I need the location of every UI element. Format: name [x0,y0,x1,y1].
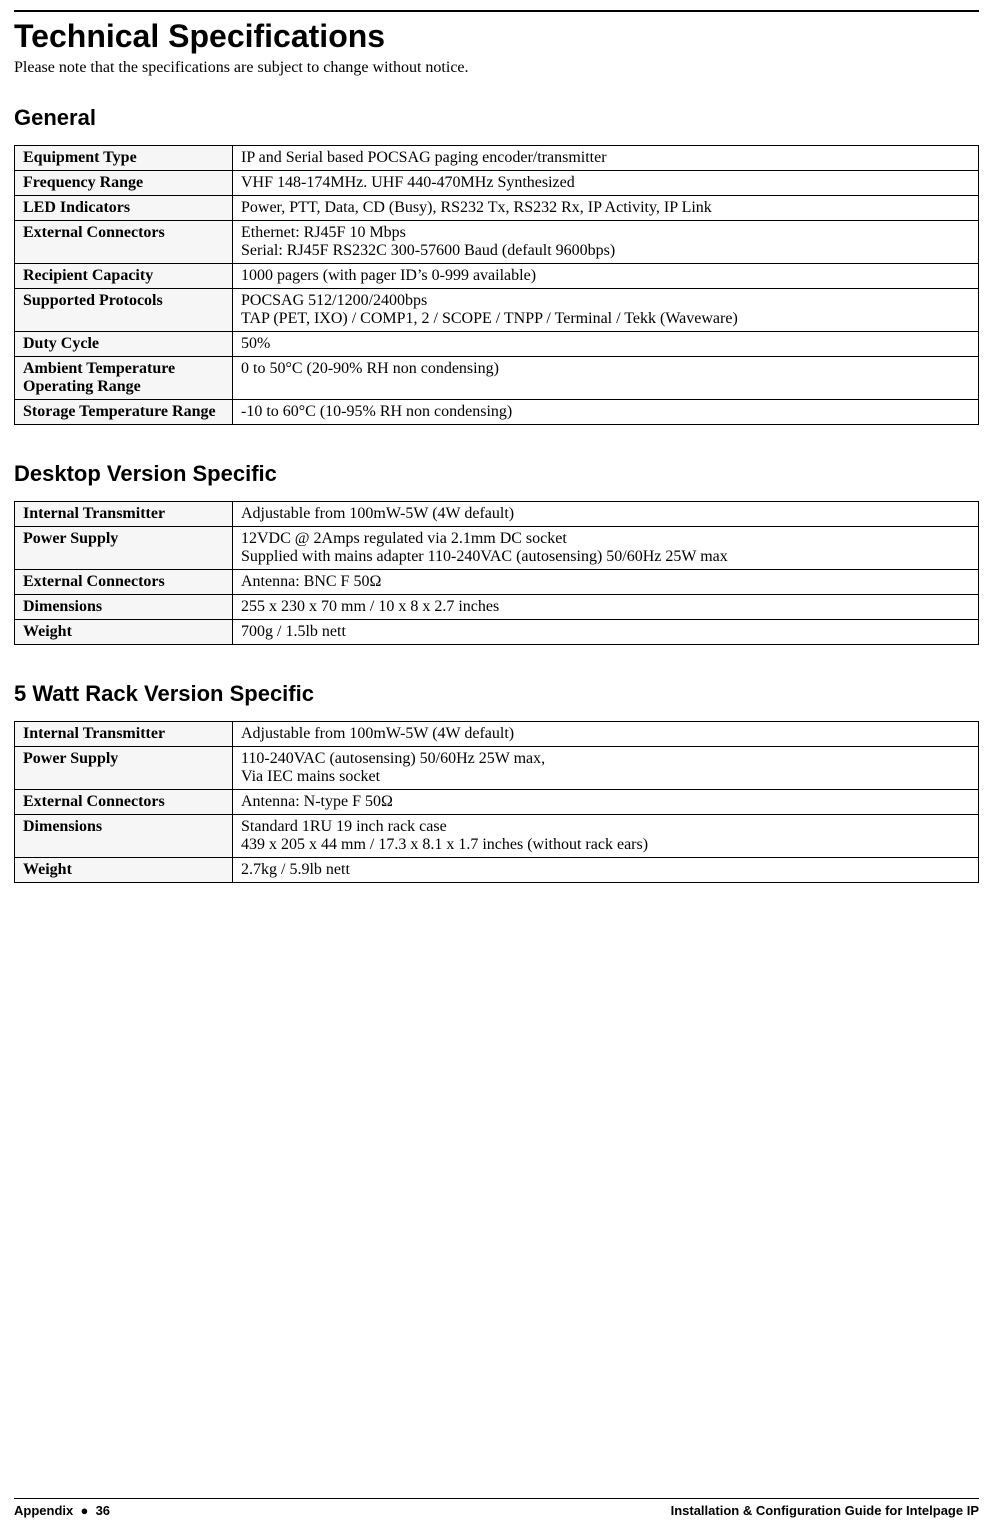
spec-value-line: 1000 pagers (with pager ID’s 0-999 avail… [241,267,970,285]
spec-value-line: Standard 1RU 19 inch rack case [241,818,970,836]
table-row: Ambient Temperature Operating Range 0 to … [15,357,979,400]
spec-value-line: 12VDC @ 2Amps regulated via 2.1mm DC soc… [241,530,970,548]
spec-value-line: Antenna: N-type F 50Ω [241,793,970,811]
spec-value: 255 x 230 x 70 mm / 10 x 8 x 2.7 inches [233,595,979,620]
table-row: Weight 700g / 1.5lb nett [15,620,979,645]
spec-value: Antenna: N-type F 50Ω [233,790,979,815]
table-row: Dimensions 255 x 230 x 70 mm / 10 x 8 x 2… [15,595,979,620]
spec-label: Weight [15,858,233,883]
spec-value-line: Power, PTT, Data, CD (Busy), RS232 Tx, R… [241,199,970,217]
spec-label: Internal Transmitter [15,502,233,527]
spec-value-line: Adjustable from 100mW-5W (4W default) [241,725,970,743]
table-row: Equipment Type IP and Serial based POCSAG… [15,146,979,171]
footer-right: Installation & Configuration Guide for I… [671,1503,979,1518]
footer-page-number: 36 [96,1503,110,1518]
spec-value-line: -10 to 60°C (10-95% RH non condensing) [241,403,970,421]
spec-value: Antenna: BNC F 50Ω [233,570,979,595]
footer-left: Appendix ● 36 [14,1503,110,1518]
section-heading: General [14,105,979,131]
table-row: External Connectors Antenna: BNC F 50Ω [15,570,979,595]
spec-label: Frequency Range [15,171,233,196]
spec-label: Dimensions [15,815,233,858]
spec-label: Storage Temperature Range [15,400,233,425]
table-row: Power Supply 110-240VAC (autosensing) 50/… [15,747,979,790]
table-row: DimensionsStandard 1RU 19 inch rack case… [15,815,979,858]
spec-value-line: VHF 148-174MHz. UHF 440-470MHz Synthesiz… [241,174,970,192]
spec-value-line: TAP (PET, IXO) / COMP1, 2 / SCOPE / TNPP… [241,310,970,328]
spec-label: Power Supply [15,527,233,570]
spec-value-line: 2.7kg / 5.9lb nett [241,861,970,879]
spec-value-line: 439 x 205 x 44 mm / 17.3 x 8.1 x 1.7 inc… [241,836,970,854]
spec-label: Supported Protocols [15,289,233,332]
table-row: Recipient Capacity 1000 pagers (with page… [15,264,979,289]
footer-bullet-icon: ● [80,1503,88,1518]
footer-appendix: Appendix [14,1503,73,1518]
spec-label: External Connectors [15,570,233,595]
spec-table: Equipment Type IP and Serial based POCSAG… [14,145,979,425]
table-row: Supported ProtocolsPOCSAG 512/1200/2400b… [15,289,979,332]
spec-value: 50% [233,332,979,357]
page-title: Technical Specifications [14,18,979,55]
table-row: Frequency Range VHF 148-174MHz. UHF 440-4… [15,171,979,196]
table-row: Weight 2.7kg / 5.9lb nett [15,858,979,883]
sections-container: General Equipment Type IP and Serial based… [14,105,979,883]
spec-value-line: 50% [241,335,970,353]
spec-value-line: Serial: RJ45F RS232C 300-57600 Baud (def… [241,242,970,260]
spec-label: External Connectors [15,221,233,264]
spec-value: -10 to 60°C (10-95% RH non condensing) [233,400,979,425]
spec-value-line: Supplied with mains adapter 110-240VAC (… [241,548,970,566]
top-rule [14,10,979,12]
spec-value: 110-240VAC (autosensing) 50/60Hz 25W max… [233,747,979,790]
table-row: Duty Cycle 50% [15,332,979,357]
spec-table: Internal Transmitter Adjustable from 100m… [14,721,979,883]
spec-value: Ethernet: RJ45F 10 MbpsSerial: RJ45F RS2… [233,221,979,264]
spec-label: Weight [15,620,233,645]
spec-value: 0 to 50°C (20-90% RH non condensing) [233,357,979,400]
spec-label: Power Supply [15,747,233,790]
table-row: LED Indicators Power, PTT, Data, CD (Busy… [15,196,979,221]
spec-value-line: Ethernet: RJ45F 10 Mbps [241,224,970,242]
table-row: Storage Temperature Range -10 to 60°C (10… [15,400,979,425]
spec-value-line: Adjustable from 100mW-5W (4W default) [241,505,970,523]
table-row: Internal Transmitter Adjustable from 100m… [15,722,979,747]
spec-label: External Connectors [15,790,233,815]
spec-value: Adjustable from 100mW-5W (4W default) [233,722,979,747]
spec-value: Standard 1RU 19 inch rack case439 x 205 … [233,815,979,858]
spec-value: Adjustable from 100mW-5W (4W default) [233,502,979,527]
table-row: Internal Transmitter Adjustable from 100m… [15,502,979,527]
spec-value-line: POCSAG 512/1200/2400bps [241,292,970,310]
spec-label: Ambient Temperature Operating Range [15,357,233,400]
spec-label: Duty Cycle [15,332,233,357]
spec-label: Dimensions [15,595,233,620]
spec-label: Recipient Capacity [15,264,233,289]
spec-value-line: 110-240VAC (autosensing) 50/60Hz 25W max… [241,750,970,768]
spec-value: 2.7kg / 5.9lb nett [233,858,979,883]
section-heading: Desktop Version Specific [14,461,979,487]
spec-value: 1000 pagers (with pager ID’s 0-999 avail… [233,264,979,289]
section-heading: 5 Watt Rack Version Specific [14,681,979,707]
intro-text: Please note that the specifications are … [14,59,979,77]
table-row: External Connectors Antenna: N-type F 50Ω [15,790,979,815]
spec-value: POCSAG 512/1200/2400bpsTAP (PET, IXO) / … [233,289,979,332]
table-row: External ConnectorsEthernet: RJ45F 10 Mb… [15,221,979,264]
page-footer: Appendix ● 36 Installation & Configurati… [14,1498,979,1518]
spec-label: Internal Transmitter [15,722,233,747]
spec-value: Power, PTT, Data, CD (Busy), RS232 Tx, R… [233,196,979,221]
table-row: Power Supply 12VDC @ 2Amps regulated via … [15,527,979,570]
spec-value-line: IP and Serial based POCSAG paging encode… [241,149,970,167]
spec-value: IP and Serial based POCSAG paging encode… [233,146,979,171]
spec-value: 12VDC @ 2Amps regulated via 2.1mm DC soc… [233,527,979,570]
spec-value: VHF 148-174MHz. UHF 440-470MHz Synthesiz… [233,171,979,196]
spec-value-line: 255 x 230 x 70 mm / 10 x 8 x 2.7 inches [241,598,970,616]
spec-value: 700g / 1.5lb nett [233,620,979,645]
spec-value-line: 0 to 50°C (20-90% RH non condensing) [241,360,970,378]
spec-value-line: Antenna: BNC F 50Ω [241,573,970,591]
spec-label: LED Indicators [15,196,233,221]
spec-value-line: 700g / 1.5lb nett [241,623,970,641]
spec-label: Equipment Type [15,146,233,171]
spec-value-line: Via IEC mains socket [241,768,970,786]
spec-table: Internal Transmitter Adjustable from 100m… [14,501,979,645]
